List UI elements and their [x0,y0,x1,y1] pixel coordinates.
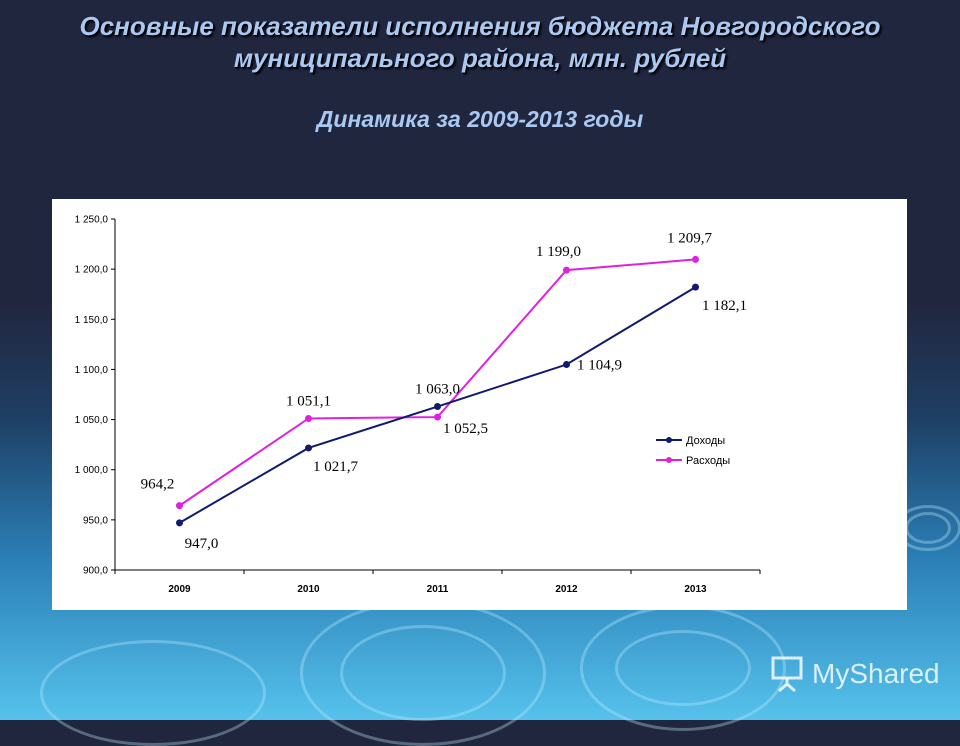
data-point [176,502,183,510]
slide-subtitle: Динамика за 2009-2013 годы [316,106,644,132]
y-tick-label: 1 050,0 [75,415,109,426]
watermark-text: MyShared [812,658,940,689]
data-label: 1 051,1 [286,393,331,409]
y-tick-label: 900,0 [83,566,108,577]
presentation-icon [771,656,803,693]
decor-swirl [340,625,506,721]
data-point [305,414,312,422]
data-point [434,413,441,421]
data-label: 1 063,0 [415,382,460,398]
data-point [692,255,699,263]
data-label: 947,0 [185,536,219,552]
line-chart: 900,0 950,0 1 000,0 1 050,0 1 100,0 1 150,0 1 … [75,215,761,595]
data-label: 1 199,0 [536,244,581,260]
decor-swirl [905,512,951,544]
data-point [305,444,312,452]
legend-marker [666,457,672,463]
y-tick-label: 1 150,0 [75,315,109,326]
decor-swirl [40,640,266,746]
slide-title: Основные показатели исполнения бюджета Н… [0,10,960,74]
data-point [434,403,441,411]
decor-swirl [615,630,751,706]
y-tick-label: 1 000,0 [75,465,109,476]
data-label: 964,2 [141,477,175,493]
data-label: 1 182,1 [702,298,747,314]
legend-label: Расходы [686,455,730,467]
slide-title-line1: Основные показатели исполнения бюджета Н… [79,11,881,41]
x-tick-label: 2010 [297,584,320,595]
y-tick-label: 1 100,0 [75,365,109,376]
y-tick-label: 1 250,0 [75,215,109,226]
slide-title-line2: муниципального района, млн. рублей [233,43,727,73]
chart-area: 900,0 950,0 1 000,0 1 050,0 1 100,0 1 150,0 1 … [52,199,907,610]
x-tick-label: 2009 [168,584,191,595]
y-tick-label: 1 200,0 [75,265,109,276]
x-tick-label: 2011 [427,584,449,595]
data-label: 1 052,5 [443,421,488,437]
x-tick-label: 2012 [555,584,578,595]
legend-marker [666,437,672,443]
data-label: 1 209,7 [667,230,713,246]
y-tick-label: 950,0 [83,515,108,526]
data-point [563,361,570,369]
data-label: 1 021,7 [313,459,359,475]
data-point [563,266,570,274]
data-point [692,283,699,291]
legend-label: Доходы [686,435,725,447]
watermark: MyShared [770,652,940,696]
data-label: 1 104,9 [577,358,622,374]
data-point [176,519,183,527]
x-tick-label: 2013 [684,584,707,595]
